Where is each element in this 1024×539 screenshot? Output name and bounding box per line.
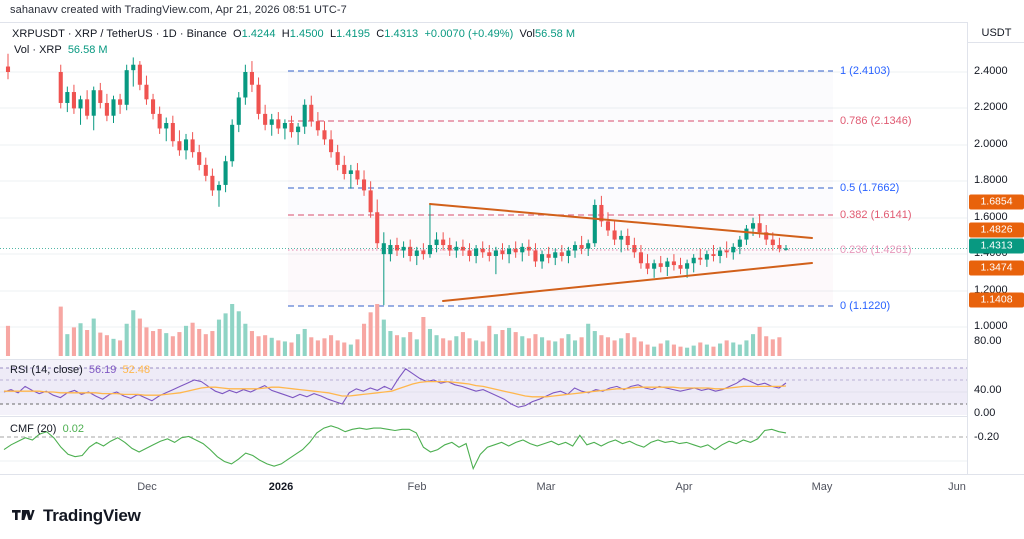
legend-close-value: 1.4313 — [384, 28, 419, 40]
tradingview-logo-icon — [12, 510, 35, 520]
price-axis-tick: 0.00 — [974, 407, 996, 419]
cmf-legend: CMF (20) 0.02 — [10, 423, 84, 435]
legend-volume-label: Vol — [519, 28, 535, 40]
price-axis-tick: 2.0000 — [974, 138, 1008, 150]
legend-description: XRP / TetherUS — [74, 28, 153, 40]
time-axis-tick: Dec — [137, 481, 157, 493]
attribution-text: sahanavv created with TradingView.com, A… — [10, 4, 347, 16]
cmf-chart-svg — [0, 425, 967, 471]
footer: TradingView — [12, 506, 141, 526]
legend-volume-value: 56.58 M — [535, 28, 576, 40]
volume-legend: Vol · XRP 56.58 M — [14, 44, 108, 56]
time-axis-tick: Apr — [675, 481, 693, 493]
legend-low-value: 1.4195 — [336, 28, 371, 40]
legend-high-value: 1.4500 — [289, 28, 324, 40]
rsi-pane[interactable]: RSI (14, close) 56.19 52.48 — [0, 359, 967, 415]
time-axis-tick: 2026 — [268, 481, 294, 493]
price-axis-unit: USDT — [968, 24, 1024, 43]
price-axis-tick: 40.00 — [974, 384, 1002, 396]
legend-close-label: C — [376, 28, 385, 40]
price-axis[interactable]: USDT 2.40002.20002.00001.80001.60001.400… — [967, 22, 1024, 474]
time-axis-tick: May — [811, 481, 833, 493]
ohlc-legend: XRPUSDT · XRP / TetherUS · 1D · Binance … — [12, 28, 575, 40]
chart-frame: XRPUSDT · XRP / TetherUS · 1D · Binance … — [0, 22, 1024, 474]
cmf-legend-value: 0.02 — [62, 423, 84, 435]
fib-level-label: 0.5 (1.7662) — [840, 182, 900, 194]
legend-sep-2: · — [152, 28, 163, 40]
fib-level-label: 1 (2.4103) — [840, 65, 891, 77]
rsi-legend-value: 56.19 — [88, 364, 117, 376]
price-axis-tick: 2.2000 — [974, 101, 1008, 113]
footer-brand: TradingView — [43, 506, 141, 525]
rsi-legend-ma-value: 52.48 — [122, 364, 151, 376]
time-axis-tick: Feb — [407, 481, 427, 493]
price-axis-tick: -0.20 — [974, 431, 1000, 443]
price-axis-tick: 1.6000 — [974, 211, 1008, 223]
volume-legend-title[interactable]: Vol · XRP — [14, 44, 62, 56]
price-axis-tick: 1.8000 — [974, 174, 1008, 186]
price-axis-tag: 1.4826 — [969, 222, 1024, 238]
cmf-legend-title[interactable]: CMF (20) — [10, 423, 57, 435]
fib-level-label: 0.786 (2.1346) — [840, 115, 912, 127]
legend-low-label: L — [329, 28, 337, 40]
fib-level-label: 0 (1.1220) — [840, 300, 891, 312]
price-axis-tick: 80.00 — [974, 335, 1002, 347]
price-axis-tag: 1.4313 — [969, 238, 1024, 254]
price-axis-tick: 2.4000 — [974, 65, 1008, 77]
legend-open-label: O — [232, 28, 242, 40]
rsi-legend-title[interactable]: RSI (14, close) — [10, 364, 83, 376]
cmf-pane[interactable]: CMF (20) 0.02 — [0, 416, 967, 474]
fib-level-label: 0.236 (1.4261) — [840, 244, 912, 256]
rsi-legend: RSI (14, close) 56.19 52.48 — [10, 364, 150, 376]
price-chart-svg — [0, 53, 967, 356]
price-axis-tag: 1.1408 — [969, 292, 1024, 308]
legend-exchange: Binance — [186, 28, 227, 40]
legend-change-percent: (+0.49%) — [467, 28, 514, 40]
time-axis-tick: Mar — [536, 481, 556, 493]
legend-sep-3: · — [176, 28, 187, 40]
volume-legend-value: 56.58 M — [67, 44, 108, 56]
time-axis[interactable]: Dec 2026 Feb Mar Apr May Jun — [0, 474, 1024, 500]
legend-high-label: H — [281, 28, 290, 40]
legend-sep-1: · — [64, 28, 75, 40]
legend-symbol[interactable]: XRPUSDT — [12, 28, 65, 40]
legend-interval[interactable]: 1D — [162, 28, 177, 40]
legend-open-value: 1.4244 — [241, 28, 276, 40]
rsi-chart-svg — [0, 360, 967, 415]
price-axis-tag: 1.6854 — [969, 194, 1024, 210]
price-pane[interactable]: XRPUSDT · XRP / TetherUS · 1D · Binance … — [0, 23, 967, 357]
price-axis-tag: 1.3474 — [969, 260, 1024, 276]
fib-level-label: 0.382 (1.6141) — [840, 209, 912, 221]
time-axis-tick: Jun — [948, 481, 966, 493]
price-axis-tick: 1.0000 — [974, 320, 1008, 332]
legend-change: +0.0070 — [424, 28, 465, 40]
